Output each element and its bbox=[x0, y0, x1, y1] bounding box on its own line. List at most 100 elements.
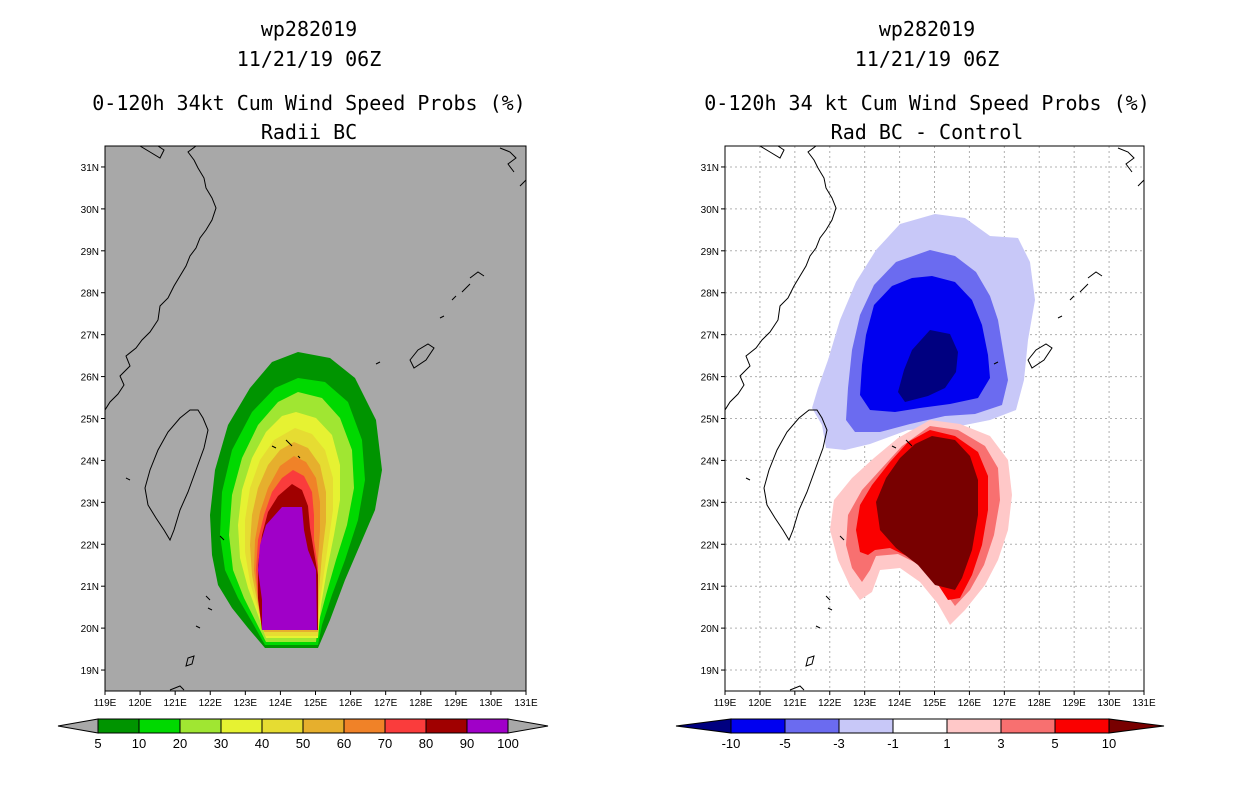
right-datetime: 11/21/19 06Z bbox=[854, 47, 1000, 71]
contour-pos-10 bbox=[876, 436, 978, 590]
colorbar-label: 90 bbox=[460, 736, 474, 751]
lon-label: 120E bbox=[748, 698, 772, 709]
colorbar-label: 30 bbox=[214, 736, 228, 751]
colorbar-swatch bbox=[97, 718, 140, 734]
colorbar-over-triangle bbox=[1108, 718, 1165, 734]
colorbar-swatch bbox=[892, 718, 948, 734]
lat-label: 22N bbox=[81, 540, 99, 551]
colorbar-swatch bbox=[343, 718, 386, 734]
colorbar-label: 1 bbox=[943, 736, 950, 751]
lat-label: 29N bbox=[81, 247, 99, 258]
left-axis-ticks: 119E 120E 121E 122E 123E 124E 125E 126E 127E 128E… bbox=[81, 163, 538, 709]
lon-label: 121E bbox=[163, 698, 187, 709]
lat-label: 28N bbox=[81, 289, 99, 300]
right-coastlines bbox=[725, 146, 1144, 691]
lon-label: 131E bbox=[514, 698, 538, 709]
lat-label: 31N bbox=[81, 163, 99, 174]
colorbar-label: 5 bbox=[1051, 736, 1058, 751]
lat-label: 25N bbox=[701, 415, 719, 426]
contour-neg-10 bbox=[898, 330, 958, 402]
taiwan-outline bbox=[144, 409, 209, 542]
lat-label: 29N bbox=[701, 247, 719, 258]
right-axis-ticks: 119E 120E 121E 122E 123E 124E 125E 126E 127E 128E… bbox=[701, 163, 1156, 709]
colorbar-swatch bbox=[946, 718, 1002, 734]
colorbar-label: -5 bbox=[779, 736, 791, 751]
lat-label: 24N bbox=[701, 456, 719, 467]
colorbar-label: 10 bbox=[132, 736, 146, 751]
colorbar-label: -3 bbox=[833, 736, 845, 751]
lat-label: 20N bbox=[701, 624, 719, 635]
colorbar-label: 70 bbox=[378, 736, 392, 751]
colorbar-label: -1 bbox=[887, 736, 899, 751]
lon-label: 127E bbox=[993, 698, 1017, 709]
right-colorbar: -10 -5 -3 -1 1 3 5 10 bbox=[675, 718, 1165, 751]
right-title: 0-120h 34 kt Cum Wind Speed Probs (%) bbox=[704, 91, 1150, 115]
lat-label: 31N bbox=[701, 163, 719, 174]
lat-label: 23N bbox=[701, 498, 719, 509]
colorbar-swatch bbox=[784, 718, 840, 734]
japan-islands bbox=[993, 147, 1144, 369]
colorbar-label: 40 bbox=[255, 736, 269, 751]
lat-label: 23N bbox=[81, 498, 99, 509]
colorbar-swatch bbox=[179, 718, 222, 734]
lat-label: 21N bbox=[81, 582, 99, 593]
colorbar-swatch bbox=[220, 718, 263, 734]
left-colorbar: 5 10 20 30 40 50 60 70 80 90 100 bbox=[57, 718, 549, 751]
colorbar-label: 50 bbox=[296, 736, 310, 751]
lon-label: 124E bbox=[269, 698, 293, 709]
left-storm-id: wp282019 bbox=[260, 17, 358, 41]
left-title: 0-120h 34kt Cum Wind Speed Probs (%) bbox=[92, 91, 526, 115]
lat-label: 22N bbox=[701, 540, 719, 551]
colorbar-label: 5 bbox=[94, 736, 101, 751]
colorbar-swatch bbox=[384, 718, 427, 734]
right-map: 119E 120E 121E 122E 123E 124E 125E 126E 127E 128E… bbox=[701, 145, 1156, 709]
lon-label: 126E bbox=[958, 698, 982, 709]
lat-label: 21N bbox=[701, 582, 719, 593]
china-coast-north bbox=[139, 146, 165, 159]
lon-label: 125E bbox=[923, 698, 947, 709]
colorbar-label: 80 bbox=[419, 736, 433, 751]
colorbar-under-triangle bbox=[675, 718, 732, 734]
colorbar-swatch bbox=[1054, 718, 1110, 734]
colorbar-swatch bbox=[425, 718, 468, 734]
colorbar-label: 20 bbox=[173, 736, 187, 751]
small-islands bbox=[745, 439, 913, 691]
lon-label: 123E bbox=[234, 698, 258, 709]
lat-label: 26N bbox=[81, 373, 99, 384]
lon-label: 124E bbox=[888, 698, 912, 709]
lon-label: 126E bbox=[339, 698, 363, 709]
lat-label: 24N bbox=[81, 456, 99, 467]
colorbar-swatch bbox=[838, 718, 894, 734]
lat-label: 27N bbox=[701, 331, 719, 342]
colorbar-label: 10 bbox=[1102, 736, 1116, 751]
left-subtitle: Radii BC bbox=[260, 120, 358, 144]
lon-label: 120E bbox=[128, 698, 152, 709]
lat-label: 30N bbox=[701, 205, 719, 216]
lon-label: 122E bbox=[199, 698, 223, 709]
colorbar-label: 60 bbox=[337, 736, 351, 751]
colorbar-swatch bbox=[138, 718, 181, 734]
right-storm-id: wp282019 bbox=[878, 17, 976, 41]
colorbar-under-triangle bbox=[57, 718, 99, 734]
china-coast-north bbox=[759, 146, 785, 159]
lat-label: 20N bbox=[81, 624, 99, 635]
colorbar-label: 3 bbox=[997, 736, 1004, 751]
colorbar-swatch bbox=[1000, 718, 1056, 734]
lat-label: 25N bbox=[81, 415, 99, 426]
lon-label: 127E bbox=[374, 698, 398, 709]
taiwan-outline bbox=[763, 409, 828, 542]
contour-90 bbox=[258, 507, 317, 630]
china-coast bbox=[725, 146, 837, 411]
colorbar-label: -10 bbox=[722, 736, 741, 751]
lon-label: 121E bbox=[783, 698, 807, 709]
left-datetime: 11/21/19 06Z bbox=[236, 47, 382, 71]
lon-label: 128E bbox=[1028, 698, 1052, 709]
lon-label: 125E bbox=[304, 698, 328, 709]
colorbar-over-triangle bbox=[507, 718, 549, 734]
lon-label: 119E bbox=[714, 698, 737, 709]
lon-label: 130E bbox=[479, 698, 503, 709]
colorbar-label: 100 bbox=[497, 736, 519, 751]
lon-label: 130E bbox=[1097, 698, 1121, 709]
colorbar-swatch bbox=[730, 718, 786, 734]
